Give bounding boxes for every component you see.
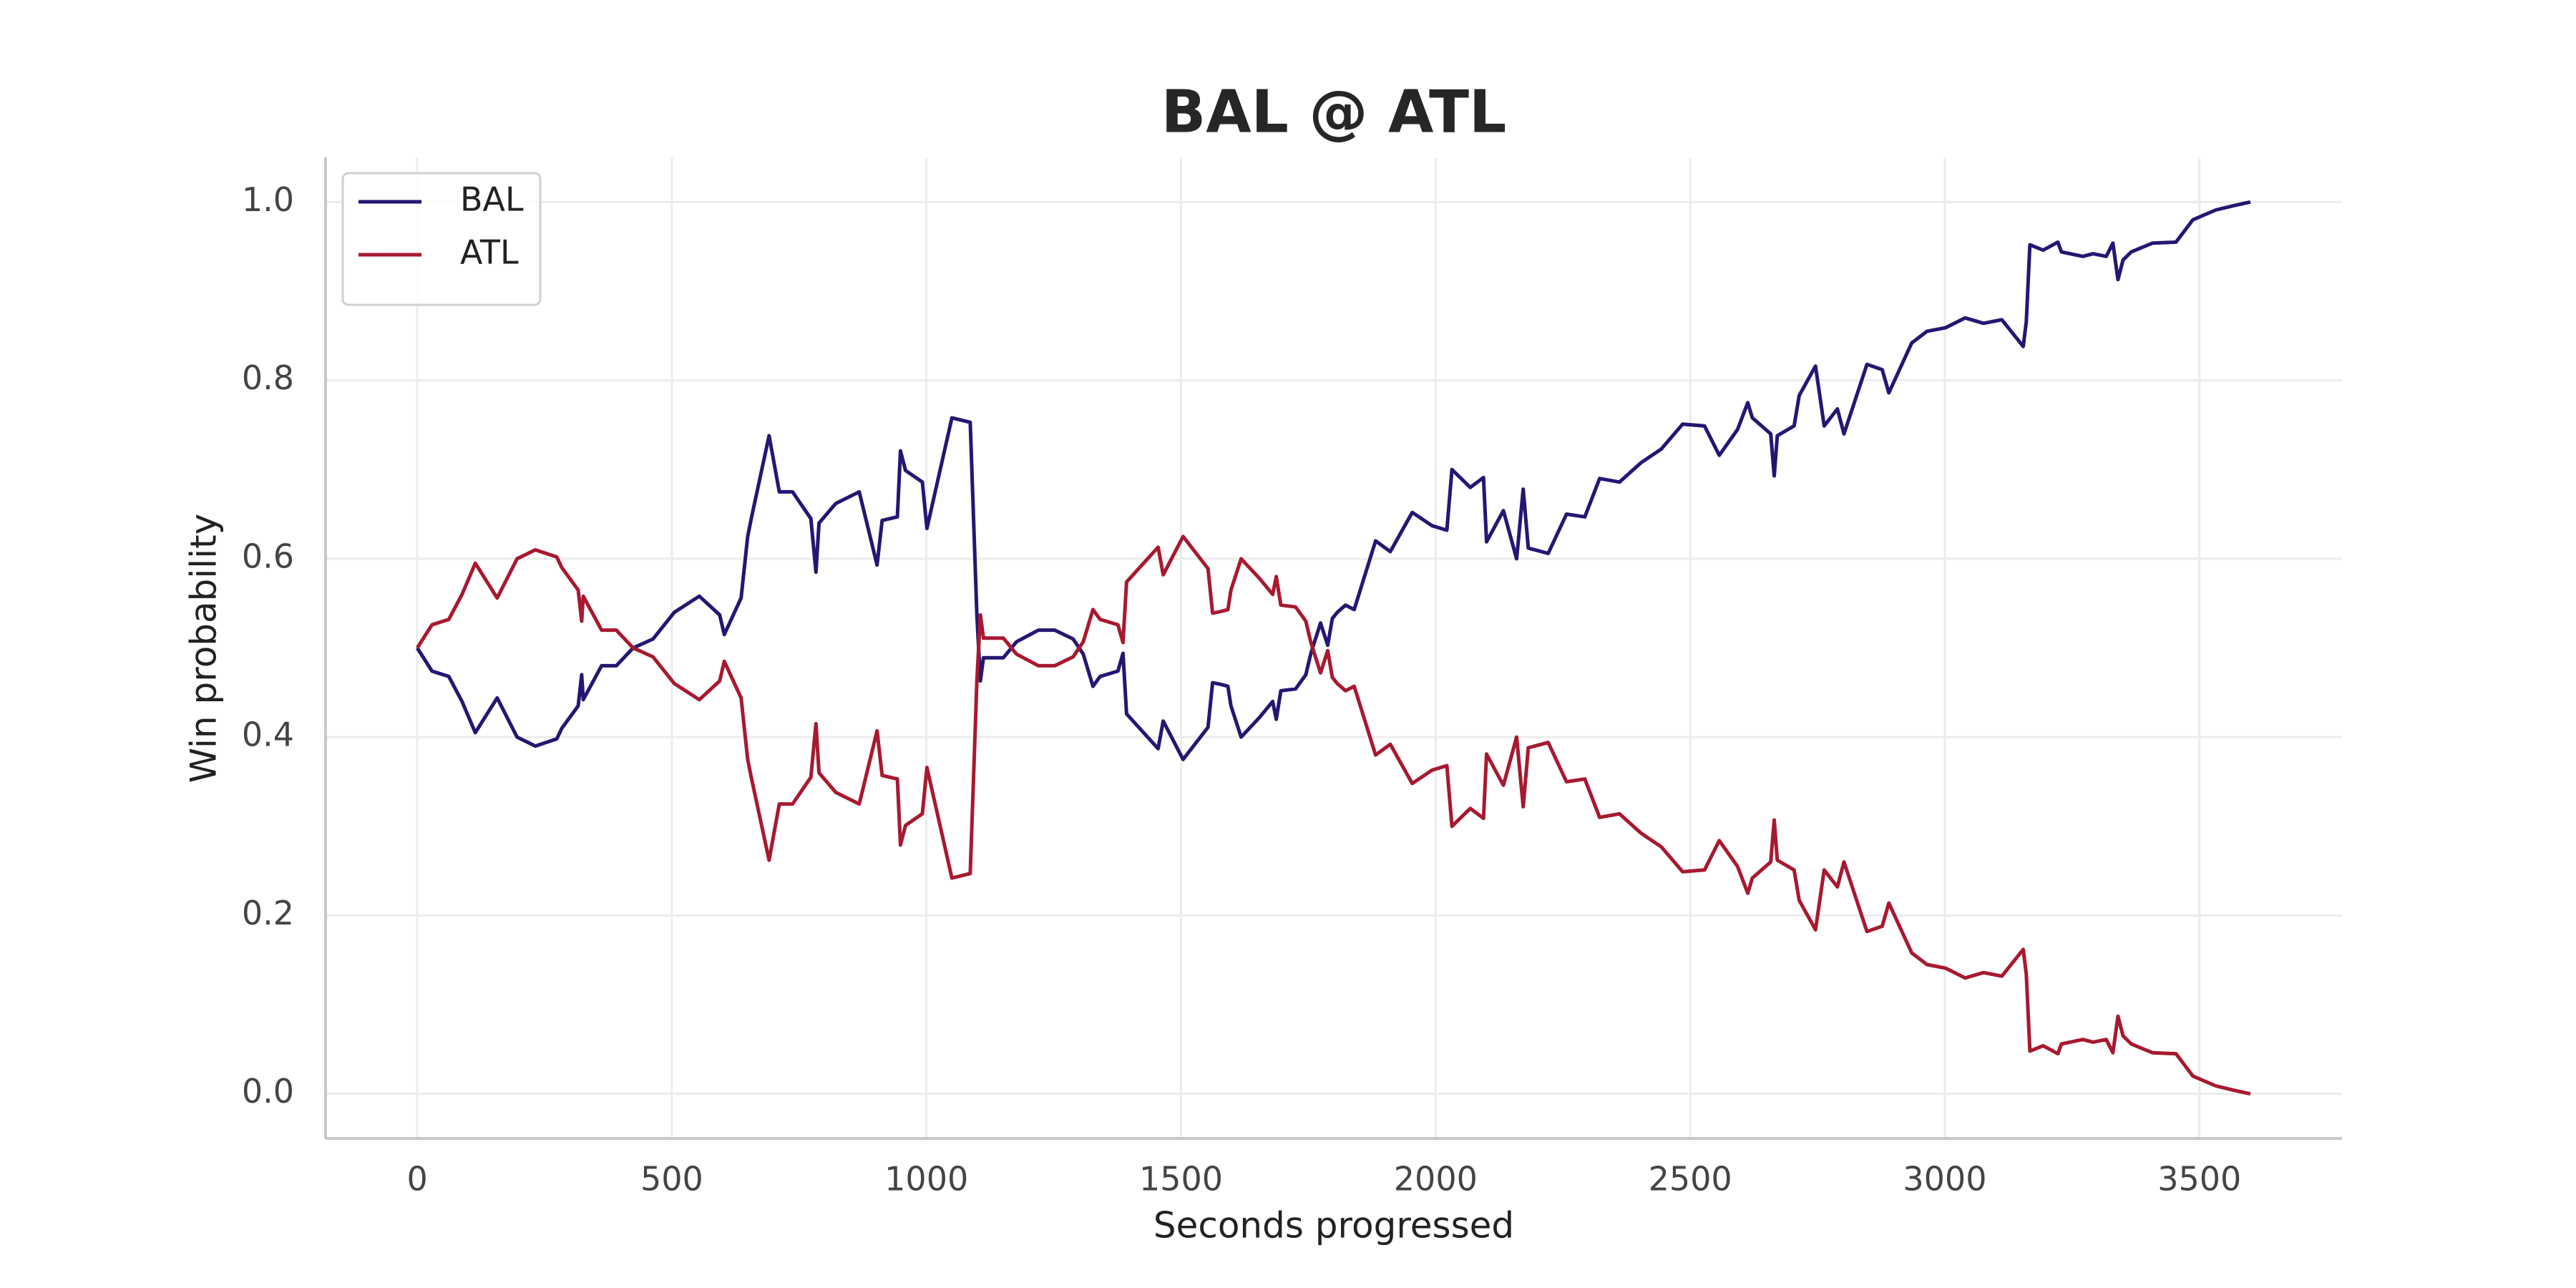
x-tick-label: 1500 <box>1139 1160 1223 1199</box>
x-tick-label: 0 <box>406 1160 427 1199</box>
y-tick-label: 0.8 <box>242 358 294 397</box>
x-axis-label: Seconds progressed <box>1153 1205 1514 1246</box>
x-tick-label: 3500 <box>2157 1160 2241 1199</box>
x-tick-label: 1000 <box>884 1160 968 1199</box>
chart-title: BAL @ ATL <box>1161 78 1507 146</box>
y-tick-label: 1.0 <box>242 180 294 219</box>
series-line <box>415 200 2251 761</box>
x-tick-label: 500 <box>640 1160 703 1199</box>
y-tick-label: 0.6 <box>242 537 294 575</box>
legend-box <box>341 172 542 306</box>
legend-label: BAL <box>460 180 524 219</box>
y-tick-label: 0.2 <box>242 894 294 932</box>
legend-label: ATL <box>460 233 519 272</box>
series-line <box>415 535 2251 1096</box>
x-tick-label: 3000 <box>1903 1160 1986 1199</box>
y-tick-label: 0.0 <box>242 1072 294 1111</box>
x-tick-label: 2500 <box>1649 1160 1732 1199</box>
x-tick-label: 2000 <box>1394 1160 1478 1199</box>
y-tick-label: 0.4 <box>242 716 294 754</box>
y-axis-label: Win probability <box>183 514 225 784</box>
